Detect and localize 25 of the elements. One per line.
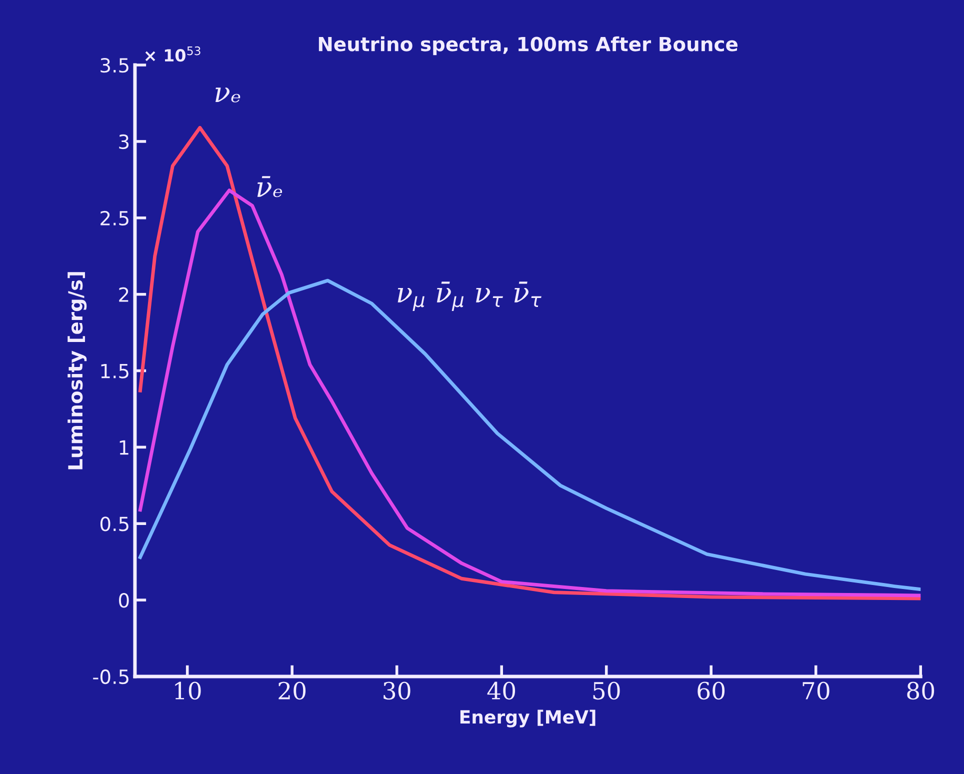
x-tick-label: 40 [487, 682, 516, 700]
x-tick-label: 10 [175, 682, 201, 700]
x-tick-label: 50 [593, 682, 620, 700]
y-axis-title: Luminosity [erg/s] [68, 272, 87, 470]
x-tick-label: 60 [698, 682, 725, 700]
y-tick-label: 2.5 [100, 210, 128, 226]
x-tick-label: 80 [907, 682, 934, 700]
line-series [138, 278, 921, 592]
x-tick-label: 30 [384, 682, 410, 700]
y-tick-label: 3.5 [100, 58, 128, 73]
x-tick-label: 20 [278, 682, 306, 700]
series-label: ν̄ₑ [257, 176, 282, 198]
series-label: νₑ [216, 88, 240, 102]
x-tick-label: 70 [802, 682, 830, 700]
y-tick-label: 0.5 [100, 516, 128, 532]
text: × 10$^{53}$ [145, 46, 200, 62]
chart-title: Neutrino spectra, 100ms After Bounce [318, 36, 738, 56]
y-tick-label: 1 [120, 440, 128, 455]
y-tick-label: 2 [119, 287, 128, 302]
y-tick-label: 1.5 [101, 364, 128, 378]
y-tick-label: -0.5 [93, 669, 128, 684]
x-axis-title: Energy [MeV] [460, 710, 596, 728]
y-tick-label: 0 [119, 593, 129, 608]
series-label: ν$_{μ}$ ν̄$_{μ}$ ν$_{τ}$ ν̄$_{τ}$ [398, 282, 542, 311]
y-tick-label: 3 [119, 134, 129, 150]
